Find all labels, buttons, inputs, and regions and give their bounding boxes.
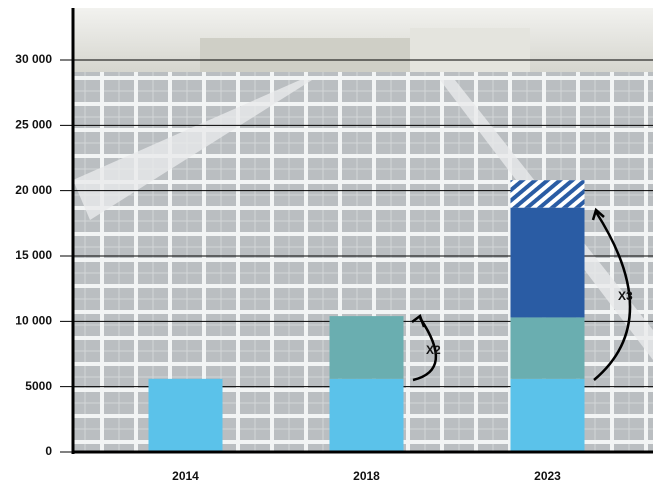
- bar-segment: [510, 378, 585, 452]
- x-tick-label: 2023: [534, 469, 561, 483]
- y-tick-label: 0: [45, 444, 52, 458]
- x-tick-label: 2014: [172, 469, 199, 483]
- y-tick-label: 15 000: [15, 248, 52, 262]
- bar-segment: [329, 378, 404, 452]
- y-tick-label: 5000: [25, 379, 52, 393]
- bars: [148, 180, 585, 452]
- y-tick-label: 20 000: [15, 183, 52, 197]
- bar-segment: [329, 316, 404, 379]
- bar-segment: [148, 378, 223, 452]
- arrow-head: [411, 313, 426, 328]
- y-tick-label: 10 000: [15, 314, 52, 328]
- arrow: [593, 211, 632, 381]
- arrow: [412, 317, 437, 382]
- bar-segment: [510, 317, 585, 379]
- arrow-head: [591, 207, 605, 221]
- y-tick-label: 25 000: [15, 118, 52, 132]
- annotation: X2: [426, 343, 441, 357]
- y-tick-label: 30 000: [15, 52, 52, 66]
- annotation: X3: [618, 289, 633, 303]
- x-tick-label: 2018: [353, 469, 380, 483]
- bar-segment: [510, 207, 585, 318]
- bar-segment: [510, 180, 585, 208]
